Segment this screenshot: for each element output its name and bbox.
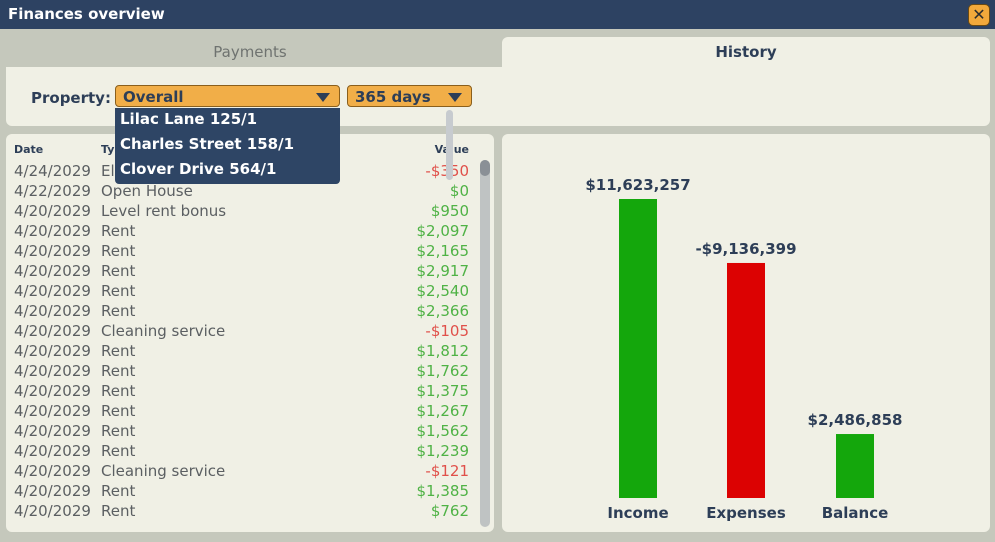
date-cell: 4/20/2029 [14,482,91,500]
type-cell: Rent [101,222,136,240]
close-button[interactable]: ✕ [968,4,990,26]
value-cell: $1,762 [416,362,470,380]
value-cell: $2,165 [416,242,470,260]
date-cell: 4/20/2029 [14,382,91,400]
date-cell: 4/20/2029 [14,442,91,460]
category-label: Expenses [706,504,786,522]
type-cell: Rent [101,342,136,360]
value-cell: $2,540 [416,282,470,300]
date-cell: 4/20/2029 [14,242,91,260]
type-cell: Level rent bonus [101,202,227,220]
dropdown-option[interactable]: Charles Street 158/1 [120,135,295,153]
title-bar [0,0,995,29]
type-cell: Rent [101,362,136,380]
type-cell: Rent [101,482,136,500]
scroll-thumb[interactable] [480,160,490,176]
value-cell: $1,385 [416,482,470,500]
value-cell: $1,812 [416,342,470,360]
date-cell: 4/20/2029 [14,422,91,440]
type-cell: Rent [101,262,136,280]
value-label: -$9,136,399 [695,240,796,258]
date-cell: 4/20/2029 [14,342,91,360]
date-cell: 4/20/2029 [14,502,91,520]
value-cell: $2,097 [416,222,470,240]
value-cell: $1,267 [416,402,470,420]
category-label: Income [607,504,668,522]
type-cell: Rent [101,382,136,400]
type-cell: Rent [101,402,136,420]
type-cell: Rent [101,442,136,460]
date-cell: 4/20/2029 [14,222,91,240]
value-cell: $1,375 [416,382,470,400]
bar [727,262,765,498]
value-cell: $1,562 [416,422,470,440]
date-cell: 4/20/2029 [14,362,91,380]
type-cell: Rent [101,282,136,300]
date-cell: 4/24/2029 [14,162,91,180]
date-cell: 4/20/2029 [14,202,91,220]
value-cell: -$121 [425,462,469,480]
type-cell: Cleaning service [101,322,226,340]
value-cell: $1,239 [416,442,470,460]
value-cell: $0 [449,182,469,200]
value-label: $11,623,257 [585,176,690,194]
value-cell: $950 [430,202,469,220]
type-cell: Open House [101,182,193,200]
list-scrollbar[interactable] [446,110,453,180]
column-header: Ty [101,143,115,156]
tab-active[interactable]: History [502,37,990,67]
period-dropdown[interactable]: 365 days [347,85,472,107]
date-cell: 4/20/2029 [14,402,91,420]
type-cell: El [101,162,115,180]
date-cell: 4/20/2029 [14,462,91,480]
date-cell: 4/20/2029 [14,262,91,280]
dropdown-list: Lilac Lane 125/1 Charles Street 158/1 Clov… [115,108,453,184]
window-title: Finances overview [8,5,165,23]
date-cell: 4/20/2029 [14,282,91,300]
category-label: Balance [822,504,889,522]
column-header: Date [14,143,44,156]
value-label: $2,486,858 [808,411,903,429]
value-cell: $762 [430,502,469,520]
property-dropdown[interactable]: Overall [115,85,340,107]
bar [619,199,657,498]
date-cell: 4/20/2029 [14,302,91,320]
dropdown-option[interactable]: Lilac Lane 125/1 [120,110,258,128]
type-cell: Rent [101,502,136,520]
tab[interactable]: Payments [0,37,500,67]
scrollbar[interactable] [480,160,490,527]
date-cell: 4/22/2029 [14,182,91,200]
type-cell: Rent [101,302,136,320]
filter-label: Property: [31,89,111,107]
type-cell: Cleaning service [101,462,226,480]
value-cell: $2,366 [416,302,470,320]
bar [836,434,874,498]
value-cell: -$105 [425,322,469,340]
table-panel [6,134,494,532]
type-cell: Rent [101,422,136,440]
value-cell: $2,917 [416,262,470,280]
dropdown-option[interactable]: Clover Drive 564/1 [120,160,277,178]
date-cell: 4/20/2029 [14,322,91,340]
type-cell: Rent [101,242,136,260]
